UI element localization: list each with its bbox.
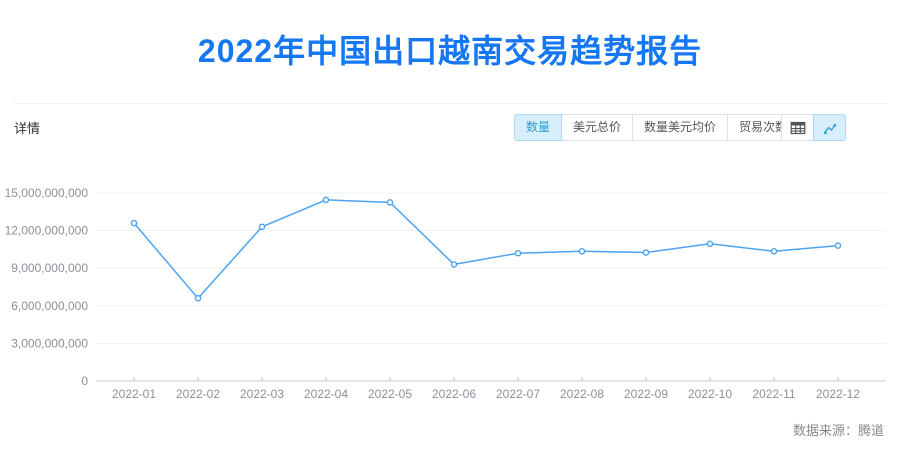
svg-text:6,000,000,000: 6,000,000,000: [11, 299, 88, 313]
svg-text:12,000,000,000: 12,000,000,000: [5, 224, 89, 238]
metric-button-group: 数量 美元总价 数量美元均价 贸易次数: [514, 114, 800, 141]
svg-text:2022-02: 2022-02: [176, 387, 220, 401]
svg-text:2022-07: 2022-07: [496, 387, 540, 401]
chart-view-button[interactable]: [813, 114, 846, 141]
metric-button-quantity[interactable]: 数量: [514, 114, 563, 141]
trend-line-chart[interactable]: 0 3,000,000,000 6,000,000,000 9,000,000,000…: [0, 158, 900, 418]
svg-text:2022-10: 2022-10: [688, 387, 732, 401]
svg-text:2022-06: 2022-06: [432, 387, 476, 401]
data-source-label: 数据来源：腾道: [792, 423, 884, 438]
svg-text:2022-01: 2022-01: [112, 387, 156, 401]
page-title: 2022年中国出口越南交易趋势报告: [197, 33, 703, 69]
metric-button-usd-avg[interactable]: 数量美元均价: [632, 114, 729, 141]
header-divider: [13, 103, 887, 104]
metric-button-usd-total[interactable]: 美元总价: [561, 114, 634, 141]
table-icon: [790, 121, 805, 134]
table-view-button[interactable]: [781, 114, 814, 141]
svg-text:2022-05: 2022-05: [368, 387, 412, 401]
svg-text:2022-11: 2022-11: [752, 387, 795, 401]
chart-area: 0 3,000,000,000 6,000,000,000 9,000,000,000…: [0, 158, 900, 418]
svg-text:2022-08: 2022-08: [560, 387, 604, 401]
svg-text:15,000,000,000: 15,000,000,000: [5, 186, 89, 200]
svg-text:2022-09: 2022-09: [624, 387, 668, 401]
view-toggle-group: [781, 114, 846, 141]
svg-text:3,000,000,000: 3,000,000,000: [11, 336, 88, 350]
svg-text:2022-12: 2022-12: [816, 387, 860, 401]
detail-label: 详情: [14, 121, 41, 136]
svg-text:2022-04: 2022-04: [304, 387, 348, 401]
svg-text:0: 0: [81, 374, 88, 388]
line-chart-icon: [823, 122, 836, 134]
svg-text:2022-03: 2022-03: [240, 387, 284, 401]
svg-text:9,000,000,000: 9,000,000,000: [11, 261, 88, 275]
